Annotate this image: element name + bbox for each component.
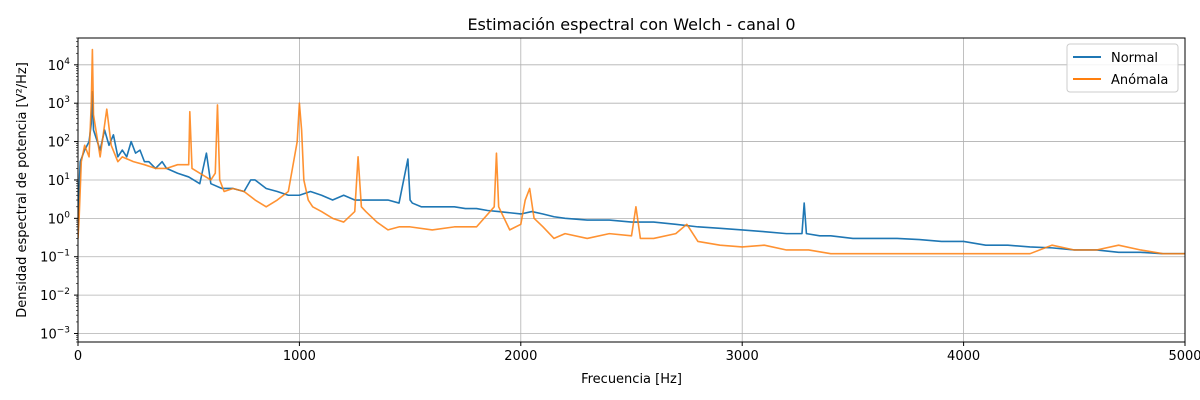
legend-label-normal: Normal: [1111, 51, 1158, 66]
x-tick-label: 5000: [1168, 349, 1200, 364]
y-axis-label: Densidad espectral de potencia [V²/Hz]: [15, 62, 30, 318]
x-axis-label: Frecuencia [Hz]: [581, 372, 682, 387]
y-tick-label: 104: [48, 57, 71, 74]
y-tick-label: 101: [48, 172, 70, 189]
x-axis-ticks: 0 1000 2000 3000 4000 5000: [74, 342, 1200, 364]
x-tick-label: 1000: [283, 349, 316, 364]
series-line-anomala: [78, 48, 1185, 255]
y-tick-label: 102: [48, 134, 70, 151]
y-tick-label: 100: [48, 210, 71, 227]
legend: Normal Anómala: [1066, 43, 1179, 93]
plot-frame: [77, 37, 1186, 343]
x-tick-label: 0: [74, 349, 82, 364]
y-tick-label: 10−3: [40, 325, 70, 342]
y-tick-label: 103: [48, 95, 70, 112]
legend-label-anomala: Anómala: [1111, 73, 1168, 88]
x-tick-label: 3000: [726, 349, 759, 364]
x-tick-label: 4000: [947, 349, 980, 364]
x-tick-label: 2000: [504, 349, 537, 364]
series-layer: [78, 48, 1185, 255]
y-tick-label: 10−1: [40, 249, 70, 266]
y-tick-label: 10−2: [40, 287, 70, 304]
y-axis-ticks: 10−3 10−2 10−1 100 101 102 103 104: [40, 37, 78, 342]
chart-title: Estimación espectral con Welch - canal 0: [467, 15, 795, 34]
series-line-normal: [78, 90, 1185, 255]
